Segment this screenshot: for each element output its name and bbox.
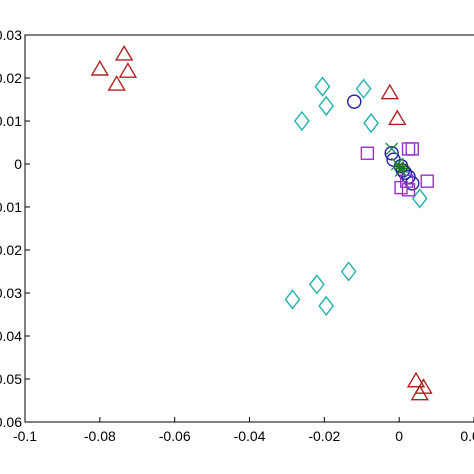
y-tick-label: -0.04 (0, 328, 22, 344)
axis-ticks (24, 34, 474, 423)
y-tick-label: -0.02 (0, 242, 22, 258)
square-marker (401, 142, 416, 156)
y-tick-label: 0.03 (0, 27, 22, 43)
triangle-marker (410, 384, 429, 401)
diamond-marker (293, 110, 310, 132)
star-marker (393, 160, 406, 173)
triangle-marker (380, 83, 400, 100)
y-tick-label: -0.03 (0, 285, 22, 301)
x-tick-label: -0.1 (13, 428, 37, 444)
y-tick-label: 0 (14, 156, 22, 172)
x-marker (385, 142, 399, 156)
diamond-marker (308, 274, 325, 295)
x-tick-labels: -0.1 -0.08 -0.06 -0.04 -0.02 0 0.02 (13, 428, 474, 444)
y-tick-label: 0.02 (0, 70, 22, 86)
square-marker (360, 146, 375, 160)
diamond-marker (318, 295, 335, 317)
x-tick-label: -0.02 (308, 428, 340, 444)
triangle-marker (107, 75, 126, 91)
circle-marker (384, 146, 399, 161)
y-tick-label: -0.01 (0, 199, 22, 215)
x-tick-label: 0.02 (460, 428, 474, 444)
triangle-marker (388, 109, 407, 126)
y-tick-label: 0.01 (0, 113, 22, 129)
circle-marker (347, 94, 362, 109)
triangle-marker (406, 371, 426, 388)
square-marker (405, 142, 419, 156)
diamond-marker (355, 78, 372, 99)
y-tick-labels: 0.03 0.02 0.01 0 -0.01 -0.02 -0.03 -0.04 -0.05 -0… (0, 27, 22, 430)
diamond-marker (284, 289, 301, 310)
x-tick-label: 0 (395, 428, 403, 444)
triangle-marker (90, 60, 110, 76)
y-tick-label: -0.06 (0, 414, 22, 430)
axes-frame (24, 34, 474, 423)
diamond-marker (340, 261, 357, 282)
x-tick-label: -0.08 (84, 428, 116, 444)
diamond-marker (318, 95, 335, 117)
diamond-marker (363, 113, 379, 134)
square-marker (401, 183, 416, 197)
triangle-marker (118, 62, 138, 78)
diamond-marker (314, 76, 331, 97)
data-markers (90, 44, 434, 401)
x-tick-label: -0.04 (234, 428, 266, 444)
y-tick-label: -0.05 (0, 371, 22, 387)
triangle-marker (114, 44, 134, 61)
x-tick-label: -0.06 (159, 428, 191, 444)
square-marker (420, 174, 434, 188)
star-marker (396, 162, 409, 175)
